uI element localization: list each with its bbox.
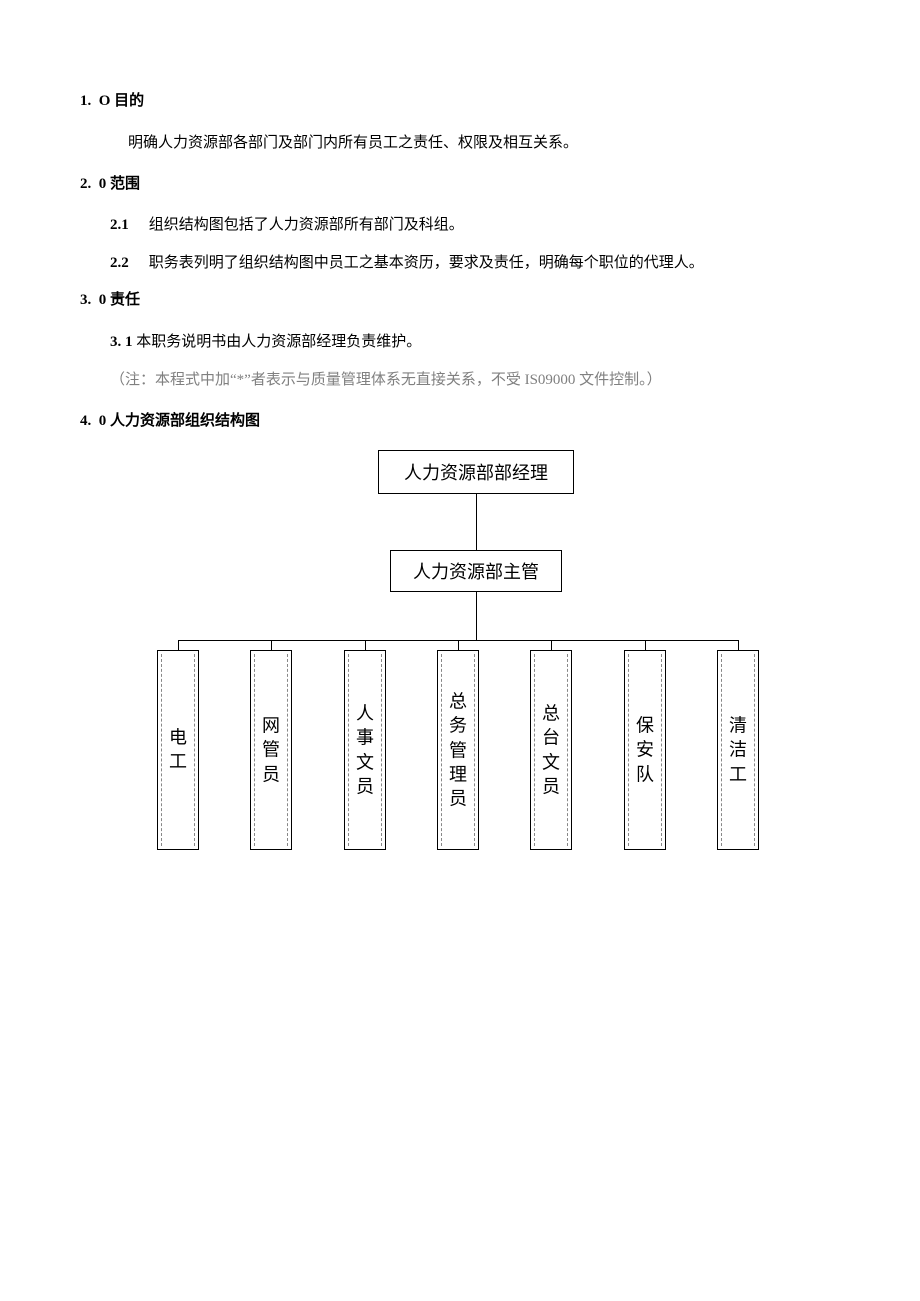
org-node-leaf-6-label: 清洁工: [718, 714, 758, 787]
section-2-item-1-text: 组织结构图包括了人力资源部所有部门及科组。: [149, 217, 464, 233]
connector-line: [365, 640, 366, 650]
org-node-leaf-3-label: 总务管理员: [438, 689, 478, 810]
connector-line: [458, 640, 459, 650]
org-node-leaf-0-label: 电工: [158, 726, 198, 775]
org-node-leaf-4-label: 总台文员: [531, 701, 571, 798]
connector-line: [645, 640, 646, 650]
section-1-body: 明确人力资源部各部门及部门内所有员工之责任、权限及相互关系。: [80, 131, 840, 155]
section-2-heading: 2. 0 范围: [80, 173, 840, 196]
section-4-title: 0 人力资源部组织结构图: [99, 413, 260, 429]
document-page: 1. O 目的 明确人力资源部各部门及部门内所有员工之责任、权限及相互关系。 2…: [0, 0, 920, 860]
org-node-leaf-5-label: 保安队: [625, 714, 665, 787]
connector-line: [476, 592, 477, 640]
section-4-num: 4.: [80, 413, 91, 429]
connector-line: [738, 640, 739, 650]
org-node-leaf-2: 人事文员: [344, 650, 386, 850]
org-node-supervisor: 人力资源部主管: [390, 550, 562, 592]
section-3-title: 0 责任: [99, 292, 140, 308]
section-2-item-1: 2.1 组织结构图包括了人力资源部所有部门及科组。: [80, 213, 840, 237]
section-2-item-2-num: 2.2: [110, 255, 129, 271]
section-2-num: 2.: [80, 176, 91, 192]
connector-line: [271, 640, 272, 650]
section-3-num: 3.: [80, 292, 91, 308]
section-3-heading: 3. 0 责任: [80, 289, 840, 312]
org-node-leaf-2-label: 人事文员: [345, 701, 385, 798]
section-3-item-1: 3. 1 本职务说明书由人力资源部经理负责维护。: [80, 330, 840, 354]
section-1-title: O 目的: [99, 93, 144, 109]
org-node-leaf-1: 网管员: [250, 650, 292, 850]
section-2-item-2-text: 职务表列明了组织结构图中员工之基本资历，要求及责任，明确每个职位的代理人。: [149, 255, 704, 271]
org-node-leaf-5: 保安队: [624, 650, 666, 850]
connector-line: [476, 494, 477, 550]
org-node-leaf-0: 电工: [157, 650, 199, 850]
section-4-heading: 4. 0 人力资源部组织结构图: [80, 410, 840, 433]
section-2-item-2: 2.2 职务表列明了组织结构图中员工之基本资历，要求及责任，明确每个职位的代理人。: [80, 251, 840, 275]
section-2-item-1-num: 2.1: [110, 217, 129, 233]
section-3-note: （注：本程式中加“*”者表示与质量管理体系无直接关系，不受 IS09000 文件…: [80, 368, 840, 392]
org-node-leaf-6: 清洁工: [717, 650, 759, 850]
section-2-title: 0 范围: [99, 176, 140, 192]
connector-line: [178, 640, 179, 650]
org-node-leaf-4: 总台文员: [530, 650, 572, 850]
connector-line: [551, 640, 552, 650]
org-node-manager: 人力资源部部经理: [378, 450, 574, 494]
section-3-item-1-num: 3. 1: [110, 334, 133, 350]
section-1-num: 1.: [80, 93, 91, 109]
org-node-leaf-1-label: 网管员: [251, 714, 291, 787]
org-node-leaf-3: 总务管理员: [437, 650, 479, 850]
org-chart: 人力资源部部经理人力资源部主管电工 网管员 人事文员 总务管理员 总台文员 保安队 清洁工: [110, 450, 810, 860]
section-3-item-1-text: 本职务说明书由人力资源部经理负责维护。: [136, 334, 421, 350]
section-1-heading: 1. O 目的: [80, 90, 840, 113]
